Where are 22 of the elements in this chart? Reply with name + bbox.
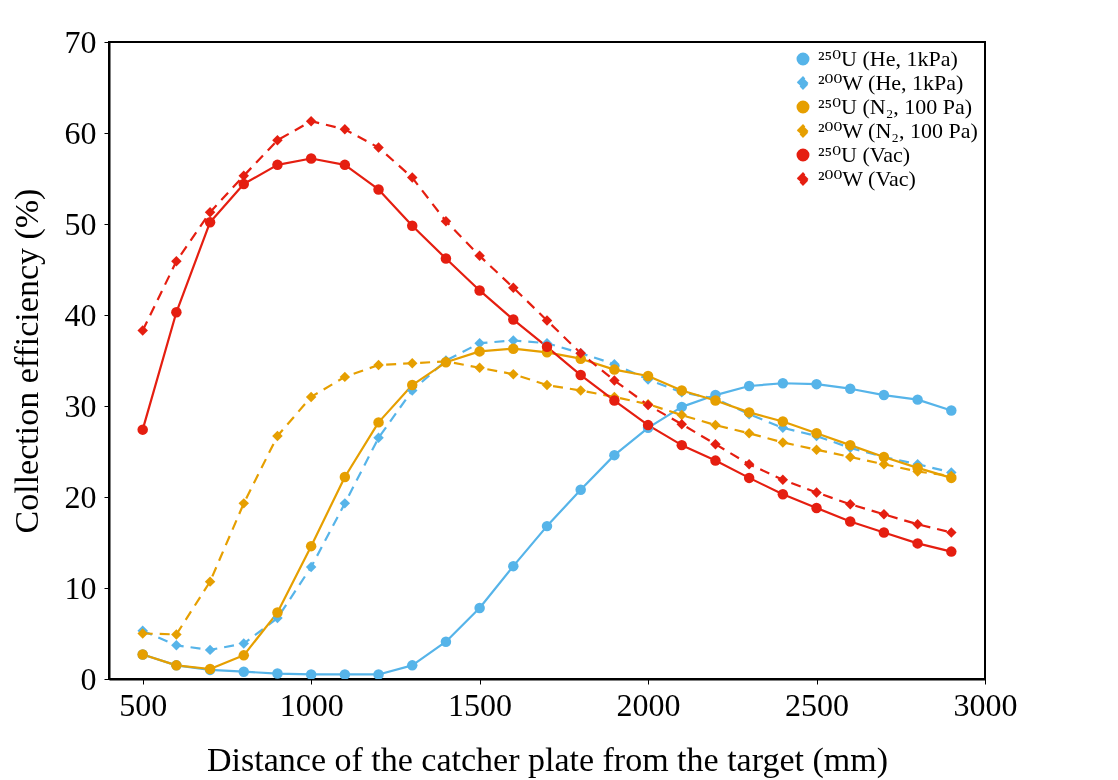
x-tick-label: 1000	[279, 686, 344, 723]
y-axis-title: Collection efficiency (%)	[7, 188, 46, 534]
legend-label: ²⁰⁰W (He, 1kPa)	[818, 70, 964, 95]
x-tick-label: 1500	[448, 686, 513, 723]
y-tick-label: 0	[80, 660, 97, 697]
y-tick-label: 50	[64, 205, 97, 242]
x-tick-label: 2000	[616, 686, 681, 723]
legend-label: ²⁵⁰U (Vac)	[818, 142, 911, 167]
y-tick-label: 60	[64, 114, 97, 151]
legend-label: ²⁰⁰W (Vac)	[818, 166, 916, 191]
x-tick-label: 2500	[785, 686, 850, 723]
legend-label: ²⁵⁰U (N₂, 100 Pa)	[818, 94, 973, 119]
y-tick-label: 20	[64, 478, 97, 515]
y-tick-label: 70	[64, 23, 97, 60]
x-tick-label: 3000	[953, 686, 1018, 723]
legend-label: ²⁵⁰U (He, 1kPa)	[818, 46, 958, 71]
y-tick-label: 10	[64, 569, 97, 606]
x-axis-title: Distance of the catcher plate from the target (mm)	[207, 740, 888, 779]
x-tick-label: 500	[119, 686, 168, 723]
y-tick-label: 30	[64, 387, 97, 424]
legend-label: ²⁰⁰W (N₂, 100 Pa)	[818, 118, 978, 143]
y-tick-label: 40	[64, 296, 97, 333]
